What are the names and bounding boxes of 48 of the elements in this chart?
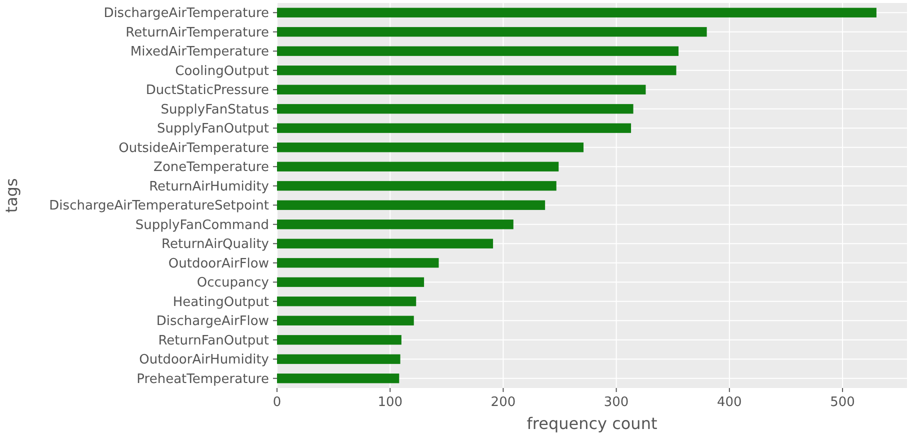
x-tick-label: 300 [604, 395, 629, 410]
bar [277, 354, 400, 364]
y-tick-label: Occupancy [196, 276, 270, 291]
bar [277, 46, 679, 56]
x-tick-label: 500 [830, 395, 855, 410]
x-tick-label: 100 [378, 395, 403, 410]
y-tick-label: ReturnAirHumidity [149, 179, 270, 194]
y-axis-title: tags [2, 178, 21, 213]
y-tick-label: OutdoorAirFlow [168, 256, 270, 272]
bar [277, 104, 634, 114]
y-tick-label: HeatingOutput [172, 294, 269, 310]
bar [277, 181, 556, 191]
bar [277, 277, 424, 287]
bar [277, 258, 439, 268]
x-tick-label: 0 [272, 395, 282, 410]
bar [277, 335, 402, 345]
bar [277, 296, 416, 306]
y-tick-label: MixedAirTemperature [130, 44, 269, 60]
y-tick-label: OutsideAirTemperature [118, 140, 269, 156]
bar [277, 84, 646, 94]
y-tick-label: OutdoorAirHumidity [139, 352, 270, 368]
y-tick-label: ZoneTemperature [154, 160, 269, 176]
bar [277, 8, 876, 18]
bar [277, 220, 514, 230]
y-tick-label: CoolingOutput [175, 64, 269, 79]
bar [277, 66, 676, 76]
y-tick-label: ReturnFanOutput [158, 333, 269, 348]
y-tick-label: SupplyFanStatus [160, 102, 270, 118]
bar [277, 316, 414, 326]
y-tick-label: SupplyFanOutput [157, 122, 269, 137]
y-tick-label: SupplyFanCommand [135, 218, 269, 233]
bar [277, 374, 400, 384]
x-tick-label: 400 [717, 395, 742, 410]
y-tick-label: PreheatTemperature [136, 372, 269, 387]
y-tick-label: ReturnAirQuality [162, 237, 270, 252]
x-tick-label: 200 [490, 395, 516, 410]
y-tick-label: DischargeAirTemperature [104, 6, 269, 22]
bar [277, 162, 559, 172]
bar [277, 200, 546, 210]
y-tick-label: DischargeAirTemperatureSetpoint [49, 198, 269, 214]
bar [277, 142, 584, 152]
y-tick-label: DischargeAirFlow [156, 314, 270, 330]
bar [277, 238, 494, 248]
bar [277, 123, 632, 133]
x-axis-title: frequency count [526, 414, 658, 433]
y-tick-label: DuctStaticPressure [146, 83, 269, 98]
y-tick-label: ReturnAirTemperature [126, 25, 269, 40]
bar [277, 27, 707, 37]
